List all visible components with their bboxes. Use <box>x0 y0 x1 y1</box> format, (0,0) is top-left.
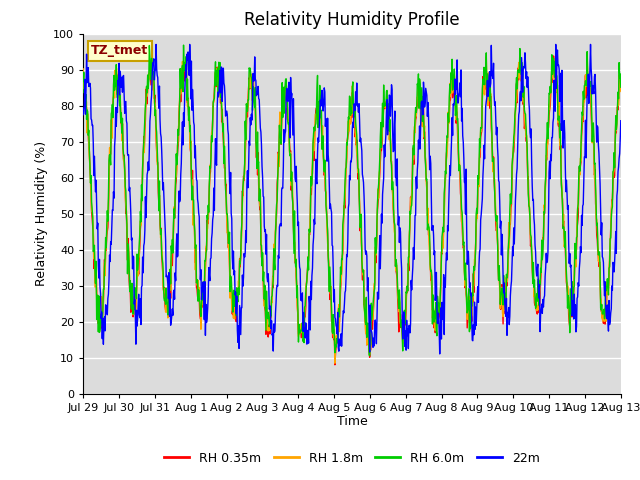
Y-axis label: Relativity Humidity (%): Relativity Humidity (%) <box>35 141 47 286</box>
Legend: RH 0.35m, RH 1.8m, RH 6.0m, 22m: RH 0.35m, RH 1.8m, RH 6.0m, 22m <box>159 447 545 469</box>
Text: TZ_tmet: TZ_tmet <box>92 44 148 58</box>
X-axis label: Time: Time <box>337 415 367 429</box>
Title: Relativity Humidity Profile: Relativity Humidity Profile <box>244 11 460 29</box>
